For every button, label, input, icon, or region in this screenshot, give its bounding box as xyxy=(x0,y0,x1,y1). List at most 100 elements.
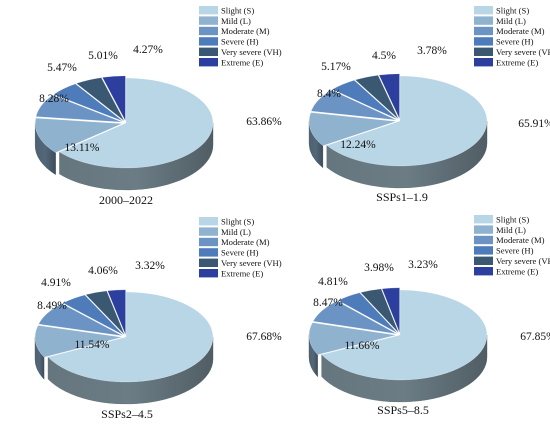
pie-slice-slight xyxy=(326,75,488,167)
legend-swatch-severe xyxy=(199,37,218,46)
legend-swatch-very-severe xyxy=(199,47,218,56)
data-label-very-severe: 3.98% xyxy=(364,262,394,274)
legend-entry-slight: Slight (S) xyxy=(496,5,529,15)
pie-slice-mild xyxy=(34,117,123,153)
data-label-extreme: 3.78% xyxy=(417,45,447,57)
legend: Slight (S)Mild (L)Moderate (M)Severe (H)… xyxy=(199,5,282,67)
legend-swatch-extreme xyxy=(199,269,218,278)
legend-swatch-extreme xyxy=(474,58,493,67)
pie-tops xyxy=(308,73,488,167)
legend-swatch-slight xyxy=(199,6,218,15)
legend-swatch-mild xyxy=(199,16,218,25)
data-label-extreme: 3.32% xyxy=(135,260,165,272)
legend-entry-mild: Mild (L) xyxy=(221,227,251,237)
data-label-very-severe: 4.5% xyxy=(372,50,396,62)
legend-entry-slight: Slight (S) xyxy=(221,216,254,226)
legend-swatch-mild xyxy=(199,227,218,236)
pie-slice-severe xyxy=(62,294,124,336)
data-label-severe: 4.81% xyxy=(318,276,348,288)
legend-swatch-mild xyxy=(474,16,493,25)
legend-entry-moderate: Moderate (M) xyxy=(221,26,270,36)
legend-entry-moderate: Moderate (M) xyxy=(221,237,270,247)
pie-slice-mild xyxy=(308,112,397,147)
pie-slice-extreme xyxy=(102,75,126,121)
data-label-severe: 5.47% xyxy=(47,62,77,74)
pie-tops xyxy=(308,287,488,381)
legend-swatch-slight xyxy=(474,6,493,15)
legend-entry-slight: Slight (S) xyxy=(221,5,254,15)
pie-side-shade xyxy=(309,335,318,377)
pie-side-shade xyxy=(326,121,487,188)
data-label-moderate: 8.28% xyxy=(39,93,69,105)
data-label-very-severe: 5.01% xyxy=(88,50,118,62)
legend-swatch-slight xyxy=(199,217,218,226)
data-label-very-severe: 4.06% xyxy=(88,265,118,277)
chart-title: SSPs5–8.5 xyxy=(377,403,429,417)
legend-entry-very-severe: Very severe (VH) xyxy=(496,47,550,57)
data-label-slight: 67.68% xyxy=(246,331,282,343)
pie-slice-severe xyxy=(331,79,398,120)
pie-slice-very-severe xyxy=(354,74,399,120)
pie-side-shade xyxy=(48,337,213,404)
pie-sides xyxy=(308,334,488,403)
legend-entry-extreme: Extreme (E) xyxy=(496,57,538,67)
pie-slice-moderate xyxy=(312,300,397,335)
legend-entry-moderate: Moderate (M) xyxy=(496,26,545,36)
legend-entry-extreme: Extreme (E) xyxy=(496,266,538,276)
data-label-severe: 5.17% xyxy=(321,61,351,73)
pie-slice-very-severe xyxy=(75,77,125,122)
legend-swatch-moderate xyxy=(474,235,493,245)
legend: Slight (S)Mild (L)Moderate (M)Severe (H)… xyxy=(474,214,550,276)
chart-title: SSPs2–4.5 xyxy=(101,407,153,421)
legend-swatch-very-severe xyxy=(474,256,493,265)
legend-entry-extreme: Extreme (E) xyxy=(221,57,263,67)
legend-swatch-slight xyxy=(474,215,493,224)
legend-swatch-very-severe xyxy=(474,47,493,56)
data-label-mild: 13.11% xyxy=(64,142,99,154)
legend-swatch-extreme xyxy=(199,58,218,67)
legend: Slight (S)Mild (L)Moderate (M)Severe (H)… xyxy=(199,216,282,278)
legend-entry-very-severe: Very severe (VH) xyxy=(221,258,282,268)
pie-side-shade xyxy=(321,335,487,402)
legend-swatch-moderate xyxy=(199,237,218,247)
legend-swatch-moderate xyxy=(474,26,493,36)
legend-entry-very-severe: Very severe (VH) xyxy=(221,47,282,57)
chart-title: SSPs1–1.9 xyxy=(376,190,428,204)
pie-tops xyxy=(34,289,214,383)
pie-slice-severe xyxy=(337,292,398,334)
legend-swatch-severe xyxy=(474,246,493,255)
pie-tops xyxy=(34,75,214,169)
data-label-severe: 4.91% xyxy=(41,277,71,289)
pie-sides xyxy=(308,120,488,189)
pie-slice-very-severe xyxy=(360,288,399,334)
pie-slice-moderate xyxy=(35,94,123,123)
pie-sides xyxy=(34,122,214,191)
legend-entry-severe: Severe (H) xyxy=(496,37,534,47)
pie-slice-moderate xyxy=(38,303,123,337)
legend-entry-moderate: Moderate (M) xyxy=(496,235,545,245)
chart-title: 2000–2022 xyxy=(99,193,153,207)
legend-swatch-mild xyxy=(474,225,493,234)
legend-entry-extreme: Extreme (E) xyxy=(221,268,263,278)
data-label-slight: 63.86% xyxy=(246,116,282,128)
pie-slice-very-severe xyxy=(85,290,125,336)
pie-slice-severe xyxy=(53,83,124,122)
legend-entry-severe: Severe (H) xyxy=(221,37,259,47)
data-label-mild: 11.54% xyxy=(74,339,109,351)
pie-chart-2: 65.91% 12.24% 8.4% 5.17% 4.5% 3.78% SSPs1–1.9 S… xyxy=(308,5,550,204)
legend-entry-slight: Slight (S) xyxy=(496,214,529,224)
pie-slice-mild xyxy=(34,325,123,358)
legend-entry-mild: Mild (L) xyxy=(221,16,251,26)
data-label-slight: 67.85% xyxy=(520,331,550,343)
legend: Slight (S)Mild (L)Moderate (M)Severe (H)… xyxy=(474,5,550,67)
pie-slice-extreme xyxy=(378,73,400,119)
pie-slice-moderate xyxy=(310,89,397,121)
data-label-moderate: 8.49% xyxy=(37,300,67,312)
pie-chart-1: 63.86% 13.11% 8.28% 5.47% 5.01% 4.27% 2000–202… xyxy=(34,5,282,207)
data-label-slight: 65.91% xyxy=(518,118,550,130)
pie-chart-3: 67.68% 11.54% 8.49% 4.91% 4.06% 3.32% SSPs2–4.… xyxy=(34,216,282,421)
pie-slice-slight xyxy=(47,291,214,383)
pie-side-shade xyxy=(59,123,213,190)
legend-swatch-very-severe xyxy=(199,258,218,267)
